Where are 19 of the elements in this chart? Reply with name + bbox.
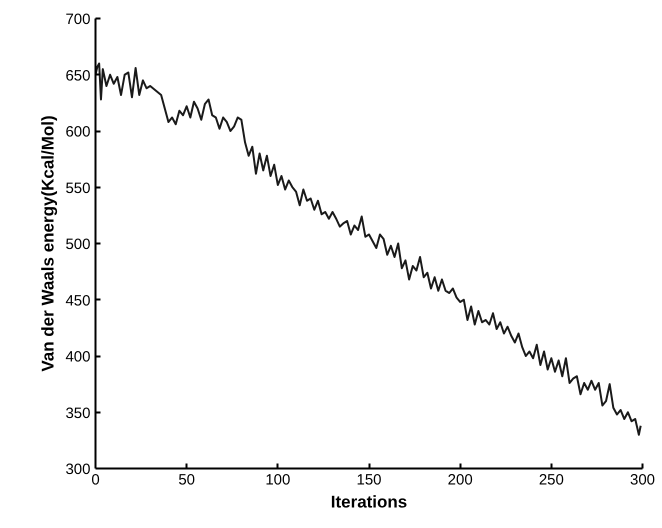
y-tick-label: 450 bbox=[65, 292, 91, 310]
y-axis-title: Van der Waals energy(Kcal/Mol) bbox=[38, 115, 58, 372]
x-tick-label: 200 bbox=[448, 472, 473, 488]
x-tick-label: 300 bbox=[630, 472, 656, 488]
y-tick-label: 400 bbox=[65, 348, 91, 366]
line-series bbox=[96, 62, 642, 436]
y-tick-label: 550 bbox=[65, 180, 91, 197]
x-tick-label: 0 bbox=[91, 472, 100, 488]
x-tick-label: 50 bbox=[178, 472, 196, 488]
y-tick-label: 500 bbox=[65, 236, 91, 253]
y-tick-label: 600 bbox=[65, 124, 91, 140]
y-tick-label: 350 bbox=[65, 404, 91, 422]
x-tick-label: 150 bbox=[356, 472, 382, 488]
x-axis-title: Iterations bbox=[330, 492, 408, 512]
y-tick-label: 650 bbox=[65, 67, 91, 84]
x-tick-label: 250 bbox=[538, 472, 564, 488]
y-tick-label: 300 bbox=[65, 461, 91, 478]
y-tick-label: 700 bbox=[65, 11, 91, 28]
x-tick-label: 100 bbox=[265, 472, 290, 488]
